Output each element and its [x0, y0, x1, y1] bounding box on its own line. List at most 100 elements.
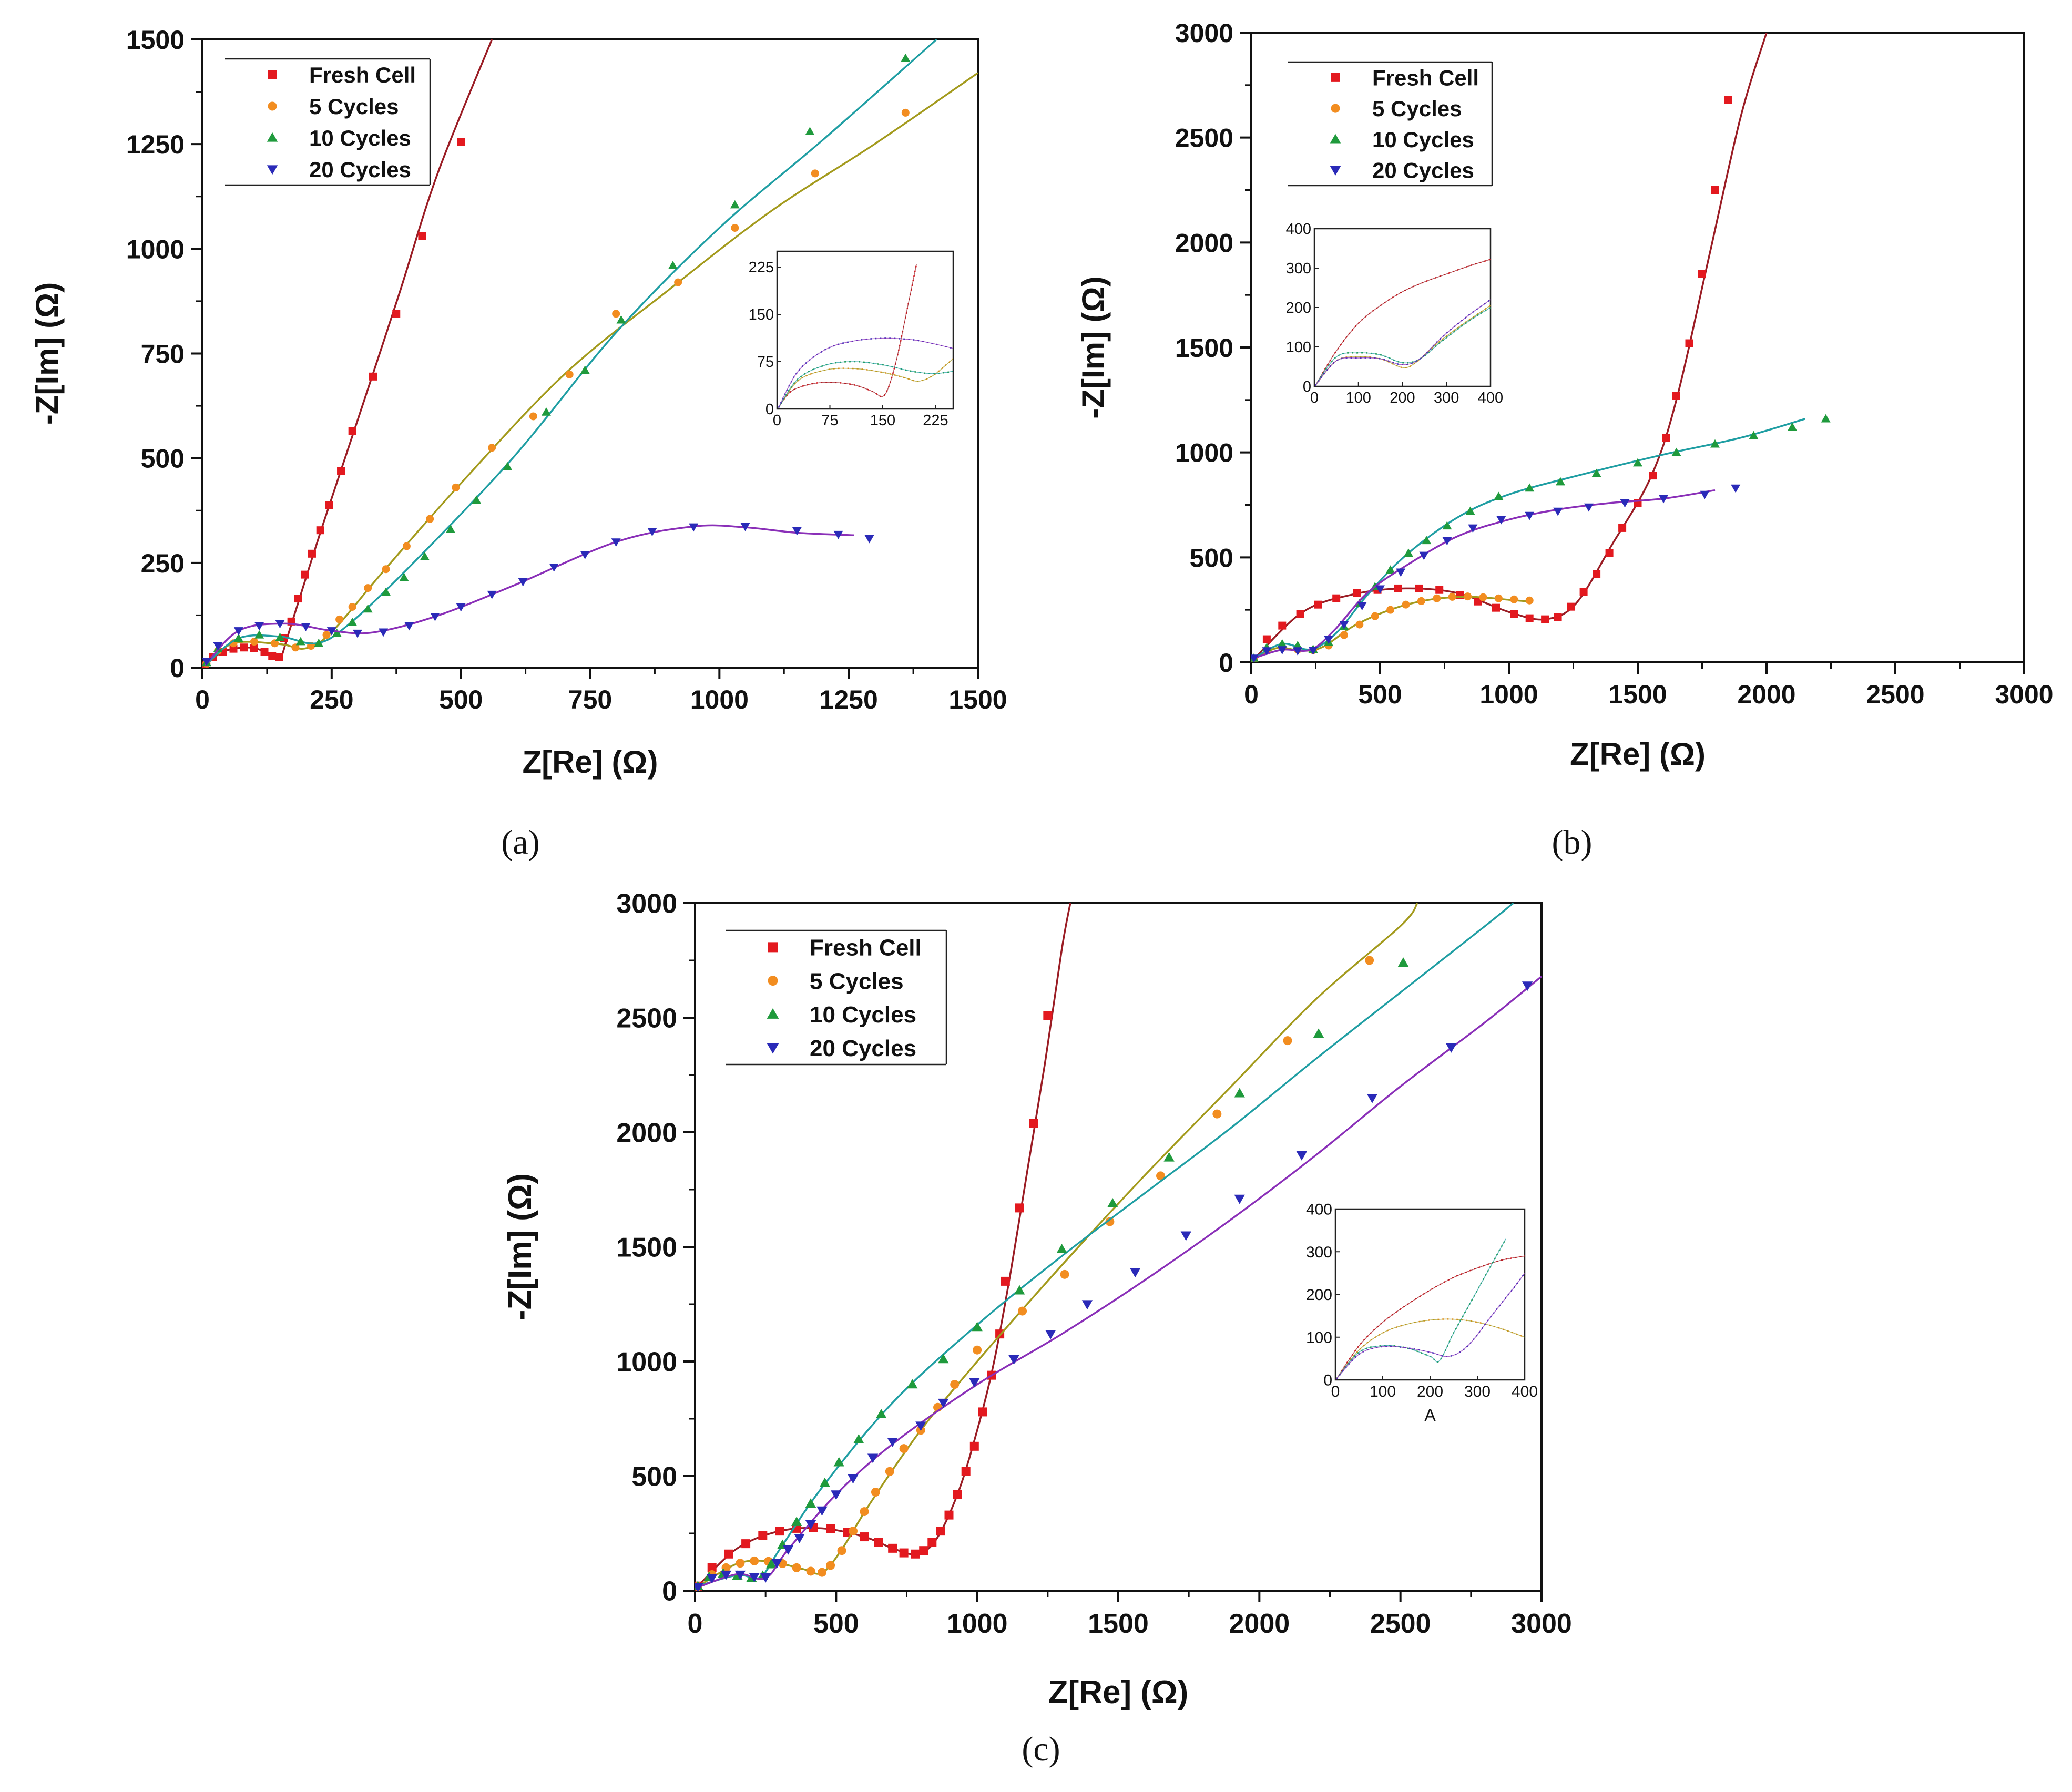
- data-point-cycles20: [720, 1570, 732, 1580]
- data-point-cycles10: [730, 200, 740, 209]
- data-point-cycles10: [233, 633, 243, 642]
- data-point-cycles10: [833, 1457, 844, 1467]
- data-point-cycles20: [1251, 654, 1259, 662]
- data-point-cycles20: [749, 1573, 760, 1583]
- data-point-cycles20: [213, 642, 223, 651]
- data-point-cycles5: [612, 310, 620, 318]
- series-cycles10: [1251, 414, 1831, 662]
- data-point-cycles20: [353, 629, 362, 638]
- fit-line-cycles10: [204, 39, 937, 667]
- data-point-fresh: [316, 526, 324, 535]
- data-point-cycles5: [322, 631, 331, 639]
- data-point-fresh: [1525, 614, 1534, 622]
- data-point-cycles5: [1365, 956, 1374, 965]
- data-point-cycles20: [430, 613, 440, 621]
- y-tick-label: 250: [141, 549, 185, 578]
- data-point-cycles20: [848, 1474, 859, 1484]
- data-point-cycles20: [707, 1574, 718, 1584]
- y-tick-label: 750: [141, 340, 185, 369]
- data-point-cycles10: [1821, 414, 1831, 423]
- data-point-cycles5: [1417, 597, 1425, 605]
- data-point-fresh: [707, 1563, 717, 1572]
- data-point-cycles20: [1081, 1300, 1093, 1310]
- data-point-fresh: [944, 1510, 954, 1520]
- y-tick-label: 1500: [1175, 333, 1233, 363]
- y-tick-label: 0: [662, 1576, 677, 1607]
- data-point-cycles20: [1659, 495, 1668, 504]
- x-tick-label: 2000: [1737, 680, 1795, 709]
- data-point-cycles20: [969, 1378, 980, 1388]
- inset-x-tick-label: 0: [1331, 1383, 1340, 1400]
- data-point-cycles5: [1464, 592, 1472, 601]
- data-point-cycles5: [488, 444, 496, 452]
- data-point-cycles5: [750, 1556, 759, 1565]
- data-point-fresh: [874, 1538, 883, 1547]
- data-point-cycles20: [611, 538, 621, 547]
- data-point-cycles10: [1397, 957, 1409, 967]
- data-point-cycles5: [1355, 620, 1364, 629]
- data-point-fresh: [268, 652, 277, 660]
- legend-marker-cycles5: [768, 976, 778, 986]
- x-tick-label: 0: [1244, 680, 1259, 709]
- data-point-fresh: [1043, 1011, 1053, 1020]
- x-tick-label: 2000: [1229, 1609, 1290, 1639]
- legend-marker-cycles5: [1331, 104, 1340, 113]
- inset-y-tick-label: 0: [765, 401, 774, 418]
- series-cycles20: [695, 976, 1542, 1591]
- inset-fit-cycles10: [778, 361, 953, 408]
- data-point-cycles5: [1283, 1036, 1292, 1046]
- data-point-cycles10: [876, 1409, 887, 1418]
- data-point-cycles5: [899, 1444, 909, 1453]
- data-point-cycles10: [1671, 447, 1681, 456]
- data-point-cycles20: [1375, 585, 1385, 594]
- legend-label-cycles10: 10 Cycles: [810, 1002, 916, 1028]
- panel-c: 0 500 1000 1500 2000 2500 30000500100015002000…: [502, 889, 1572, 1711]
- data-point-fresh: [325, 501, 333, 509]
- data-point-cycles20: [1293, 647, 1303, 656]
- data-point-cycles5: [382, 565, 390, 574]
- data-point-cycles20: [938, 1398, 949, 1408]
- inset-y-tick-label: 150: [749, 306, 774, 323]
- data-point-cycles20: [326, 627, 336, 636]
- data-point-cycles20: [1339, 621, 1349, 630]
- data-point-fresh: [1567, 602, 1575, 611]
- data-point-cycles10: [1403, 548, 1413, 557]
- data-point-cycles5: [1156, 1171, 1165, 1181]
- data-point-fresh: [919, 1546, 928, 1555]
- plot-area: [1251, 33, 1831, 662]
- data-point-fresh: [275, 653, 283, 661]
- data-point-cycles5: [1525, 596, 1534, 605]
- data-point-fresh: [457, 138, 465, 146]
- panel-b: 0 500 1000 1500 2000 2500 30000500100015002000…: [1076, 18, 2054, 772]
- data-point-cycles5: [1433, 594, 1441, 602]
- y-tick-label: 500: [631, 1462, 677, 1492]
- data-point-fresh: [860, 1532, 869, 1542]
- inset-frame: [1313, 228, 1492, 387]
- data-point-cycles10: [805, 127, 815, 136]
- data-point-cycles10: [901, 53, 911, 62]
- data-point-cycles10: [399, 572, 409, 581]
- fit-line-cycles5: [697, 903, 1418, 1588]
- inset-y-tick-label: 200: [1306, 1286, 1332, 1304]
- data-point-cycles5: [1060, 1269, 1069, 1279]
- data-point-cycles5: [950, 1380, 960, 1389]
- data-point-cycles5: [271, 639, 279, 648]
- data-point-cycles5: [826, 1561, 835, 1570]
- data-point-fresh: [1711, 186, 1719, 194]
- data-point-fresh: [1394, 584, 1402, 592]
- inset-x-tick-label: 225: [923, 412, 948, 429]
- x-axis-label: Z[Re] (Ω): [522, 744, 658, 780]
- x-tick-label: 500: [813, 1609, 859, 1639]
- inset-fit-cycles20: [1336, 1273, 1525, 1379]
- inset-x-tick-label: 300: [1434, 390, 1459, 406]
- y-tick-label: 1000: [126, 234, 185, 264]
- inset-x-tick-label: 100: [1370, 1383, 1396, 1400]
- caption-c: (c): [1022, 1730, 1060, 1768]
- data-point-cycles20: [1180, 1231, 1191, 1241]
- inset-c: 0 100 200 300 400 0 100 200 300 400 A: [1306, 1201, 1538, 1425]
- data-point-cycles20: [1008, 1355, 1019, 1365]
- plot-area: [202, 39, 978, 668]
- data-point-fresh: [1672, 392, 1680, 400]
- data-point-cycles20: [1446, 1043, 1457, 1053]
